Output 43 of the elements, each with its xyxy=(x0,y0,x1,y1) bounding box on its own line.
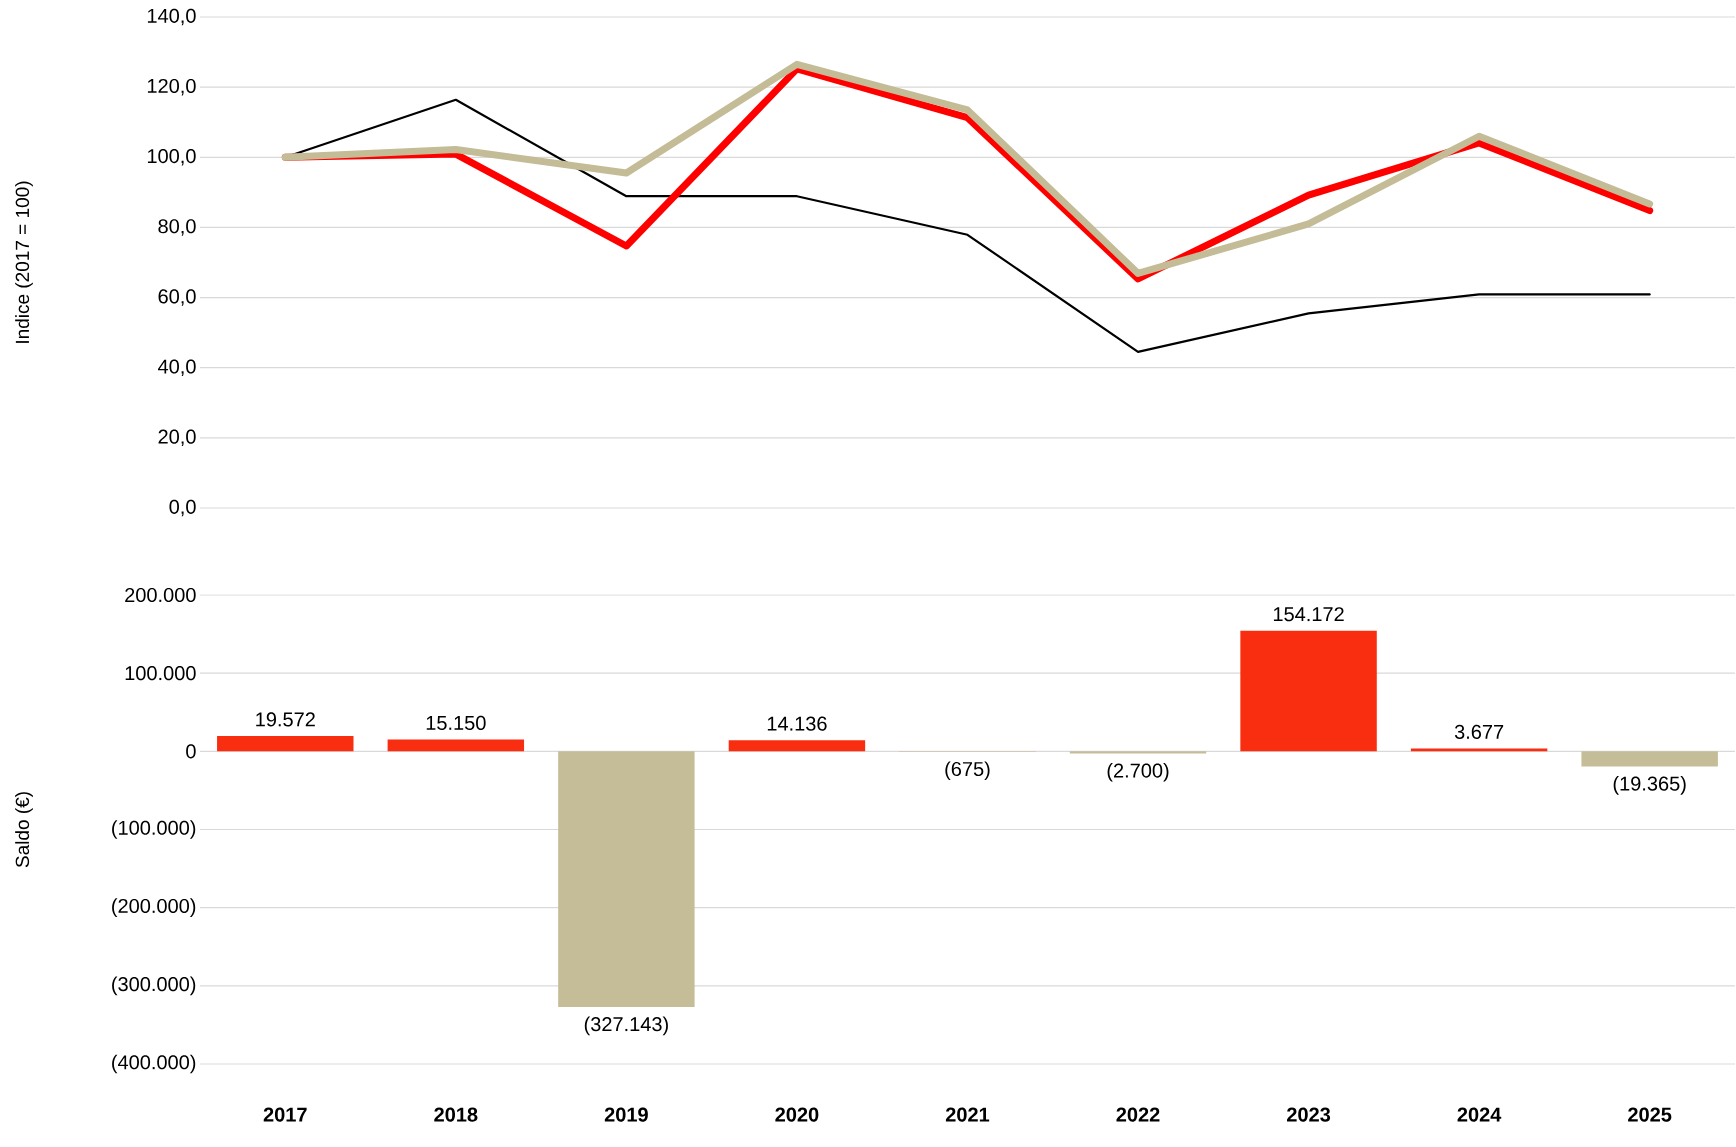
bar xyxy=(217,736,354,752)
bar xyxy=(1069,751,1207,754)
data-label: 3.677 xyxy=(1454,724,1504,739)
data-label: (19.365) xyxy=(1613,776,1686,795)
x-tick-label: 2020 xyxy=(775,1107,819,1122)
data-label: (675) xyxy=(945,761,990,781)
y-tick-label: 0 xyxy=(186,744,196,759)
y-tick-label: 100,0 xyxy=(147,149,196,166)
x-tick-label: 2024 xyxy=(1457,1107,1502,1122)
x-tick-label: 2023 xyxy=(1287,1107,1331,1122)
x-tick-label: 2018 xyxy=(434,1107,478,1122)
bar xyxy=(1410,748,1548,752)
y-tick-label: 60,0 xyxy=(158,289,196,306)
y-tick-label: (400.000) xyxy=(112,1054,196,1074)
x-tick-label: 2022 xyxy=(1116,1107,1160,1122)
data-label: (327.143) xyxy=(584,1016,668,1036)
y-tick-label: 140,0 xyxy=(147,8,196,26)
y-tick-label: 0,0 xyxy=(169,499,196,517)
y-tick-label: 20,0 xyxy=(158,429,196,447)
y-tick-label: 40,0 xyxy=(158,359,196,376)
bar xyxy=(1581,751,1718,767)
y-axis-title: Saldo (€) xyxy=(15,792,33,868)
data-label: (2.700) xyxy=(1107,762,1169,782)
y-tick-label: (300.000) xyxy=(112,976,196,996)
y-tick-label: 80,0 xyxy=(158,219,196,236)
data-label: 19.572 xyxy=(256,712,315,727)
y-axis-title: Indice (2017 = 100) xyxy=(15,181,33,343)
y-tick-label: (100.000) xyxy=(112,820,196,839)
data-label: 15.150 xyxy=(426,715,486,730)
y-tick-label: (200.000) xyxy=(112,898,196,917)
x-tick-label: 2019 xyxy=(604,1107,648,1122)
data-label: 14.136 xyxy=(767,716,827,731)
bar xyxy=(1240,630,1377,752)
x-tick-label: 2025 xyxy=(1628,1107,1672,1122)
bar xyxy=(728,740,866,752)
y-tick-label: 100.000 xyxy=(125,666,196,681)
data-label: 154.172 xyxy=(1273,607,1344,622)
bar xyxy=(558,751,695,1008)
bar xyxy=(387,739,525,752)
y-tick-label: 200.000 xyxy=(125,587,196,603)
x-tick-label: 2021 xyxy=(945,1107,990,1122)
y-tick-label: 120,0 xyxy=(147,78,196,96)
x-tick-label: 2017 xyxy=(263,1107,307,1122)
